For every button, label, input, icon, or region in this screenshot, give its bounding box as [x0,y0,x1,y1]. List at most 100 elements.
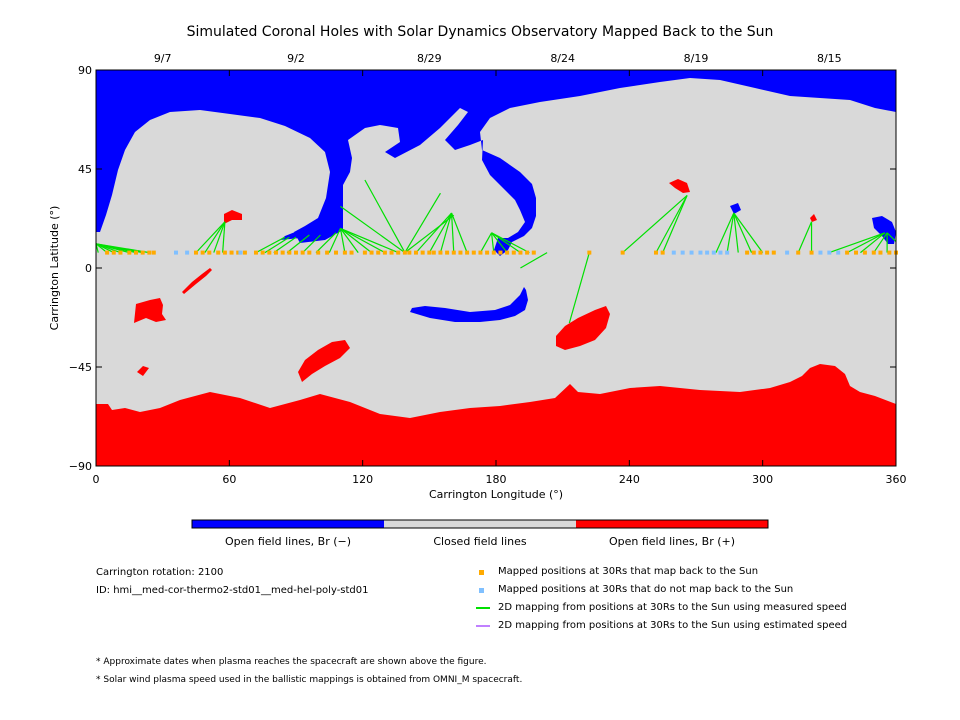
mapping-line [95,243,150,254]
unmapped-point [836,250,841,255]
mapping-line [428,212,453,253]
measured-speed-mapping-lines [95,179,897,324]
mapping-line [662,195,688,253]
mapped-point [254,250,258,255]
y-axis-ticks: −90 −45 0 45 90 [69,64,896,473]
top-date-label: 8/19 [684,52,709,65]
mapped-point [362,250,367,255]
colorbar-frame [191,519,769,529]
mapped-point [216,250,221,255]
south-polar-open-positive-region [96,364,896,466]
mapped-point [862,250,867,255]
legend-measured: 2D mapping from positions at 30Rs to the… [498,602,847,613]
colorbar-label-open-positive: Open field lines, Br (+) [609,535,735,548]
unmapped-point [671,250,676,255]
top-date-label: 8/29 [417,52,442,65]
mapped-point [745,250,750,255]
mapped-point [147,250,152,255]
top-date-label: 9/2 [287,52,305,65]
mapped-point [287,250,292,255]
mapping-line [490,232,495,253]
mapped-point [300,250,305,255]
footnote-speed: * Solar wind plasma speed used in the ba… [96,675,523,685]
mapping-line [715,212,735,253]
unmapped-point [711,250,716,255]
mapping-line [315,232,337,254]
open-negative-region-lon-175 [410,287,528,322]
mapped-point [458,250,463,255]
mapped-point [587,250,592,255]
y-tick-label: 45 [78,163,92,176]
mapped-point [242,250,247,255]
open-positive-region-lon-105 [298,340,350,382]
mapped-point [280,250,285,255]
mapped-point [207,250,212,255]
open-positive-region-lon-20 [134,298,166,323]
unmapped-point [827,250,832,255]
mapped-point [531,250,536,255]
mapped-point [105,250,110,255]
mapping-line [439,212,453,253]
open-positive-region-lon-20-south [137,366,149,376]
y-tick-label: 0 [85,262,92,275]
unmapped-point [174,250,178,255]
mapped-point [414,250,418,255]
mapping-line [286,234,310,254]
x-axis-label: Carrington Longitude (°) [429,488,563,501]
x-tick-label: 360 [886,473,907,486]
mapping-line [733,212,739,253]
mapping-line [328,228,341,253]
mapping-line [302,234,321,254]
unmapped-point [705,250,710,255]
mapped-point [194,250,198,255]
mapped-point [229,250,234,255]
mapped-point [325,250,330,255]
open-negative-region-lon-107 [280,222,335,240]
colorbar-closed [384,520,576,528]
mapping-line [568,252,590,324]
x-tick-label: 120 [352,473,373,486]
top-date-label: 9/7 [154,52,172,65]
mapped-point [376,250,381,255]
coronal-hole-regions [96,70,896,466]
mapping-line [340,205,406,254]
colorbar-label-closed: Closed field lines [433,535,527,548]
north-polar-open-negative-region [96,70,896,256]
x-tick-label: 240 [619,473,640,486]
y-tick-label: 90 [78,64,92,77]
footnote-dates: * Approximate dates when plasma reaches … [96,657,487,667]
mapped-point [751,250,756,255]
mapped-point [485,250,490,255]
mapped-point [845,250,850,255]
mapping-line [273,236,297,254]
mapped-point [471,250,476,255]
mapped-point [871,250,876,255]
mapping-line [860,232,886,254]
unmapped-point [185,250,190,255]
legend-not-mapped: Mapped positions at 30Rs that do not map… [498,584,794,595]
mapped-point [620,250,625,255]
open-positive-filament [182,268,212,294]
mapping-line [655,195,688,253]
mapped-point [127,250,132,255]
unmapped-point [698,250,703,255]
mapped-point [438,250,443,255]
mapping-line [491,232,508,253]
mapping-line [213,221,226,253]
mapping-line [829,232,886,254]
mapping-line [255,236,286,254]
mapped-point [342,250,347,255]
x-axis-ticks: 0 60 120 180 240 300 360 [93,70,907,486]
mapped-point [407,250,412,255]
mapping-line [222,221,226,253]
mapped-point [267,250,272,255]
mapping-line [873,232,888,253]
open-positive-region-lon-322 [810,214,817,222]
mapping-line [404,214,455,254]
top-date-label: 8/24 [550,52,575,65]
mapping-line [364,179,406,253]
mapping-line [264,236,290,254]
y-axis-label: Carrington Latitude (°) [48,206,61,331]
mapped-point [445,250,450,255]
mapped-point [431,250,436,255]
